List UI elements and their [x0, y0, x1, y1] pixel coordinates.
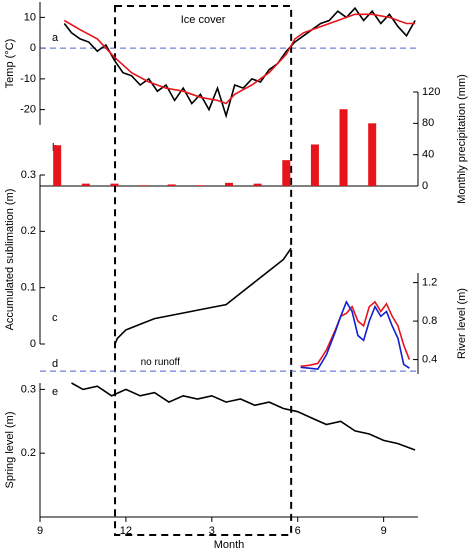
line [71, 382, 416, 451]
y-axis-label: Accumulated sublimation (m) [4, 189, 16, 331]
bar [339, 109, 348, 186]
bar [167, 184, 176, 186]
y-tick-label: 0.1 [21, 282, 36, 294]
panel-letter: d [52, 358, 58, 370]
y-axis-label: River level (m) [456, 288, 468, 359]
panel-letter: a [52, 32, 59, 44]
y-tick-label: 40 [422, 149, 434, 161]
ice-cover-box [114, 5, 293, 536]
bar [196, 185, 205, 186]
y-tick-label: -10 [20, 73, 36, 85]
y-axis-label: Temp (°C) [4, 39, 16, 89]
x-axis-label: Month [214, 539, 245, 551]
y-tick-label: 0.2 [21, 447, 36, 459]
y-tick-label: 0 [422, 180, 428, 192]
bar [253, 183, 262, 186]
bar [81, 183, 90, 186]
x-tick-label: 9 [37, 525, 43, 537]
line [300, 300, 411, 368]
y-tick-label: 120 [422, 86, 440, 98]
y-tick-label: 0.4 [422, 353, 437, 365]
x-tick-label: 12 [120, 525, 132, 537]
bar [282, 160, 291, 186]
y-tick-label: 80 [422, 117, 434, 129]
annotation: Ice cover [181, 14, 226, 26]
line [63, 6, 416, 119]
bar [139, 185, 148, 186]
y-tick-label: 0 [30, 42, 36, 54]
x-tick-label: 9 [381, 525, 387, 537]
bar [368, 123, 377, 186]
line [63, 13, 416, 105]
y-axis-label: Monthly precipitation (mm) [456, 74, 468, 204]
x-tick-label: 6 [295, 525, 301, 537]
x-tick-label: 3 [209, 525, 215, 537]
y-tick-label: 0 [30, 338, 36, 350]
y-axis-label: Spring level (m) [4, 411, 16, 488]
y-tick-label: 0.3 [21, 383, 36, 395]
y-tick-label: 0.2 [21, 225, 36, 237]
bar [110, 183, 119, 186]
y-tick-label: 1.2 [422, 277, 437, 289]
y-tick-label: 0.3 [21, 169, 36, 181]
panel-letter: c [52, 312, 58, 324]
bar [310, 144, 319, 186]
line [300, 300, 410, 371]
y-tick-label: 0.8 [422, 315, 437, 327]
bar [225, 182, 233, 186]
line [114, 247, 292, 345]
y-tick-label: -20 [20, 104, 36, 116]
bar [53, 145, 62, 186]
panel-letter: e [52, 386, 58, 398]
annotation: no runoff [141, 357, 181, 368]
y-tick-label: 10 [24, 11, 36, 23]
